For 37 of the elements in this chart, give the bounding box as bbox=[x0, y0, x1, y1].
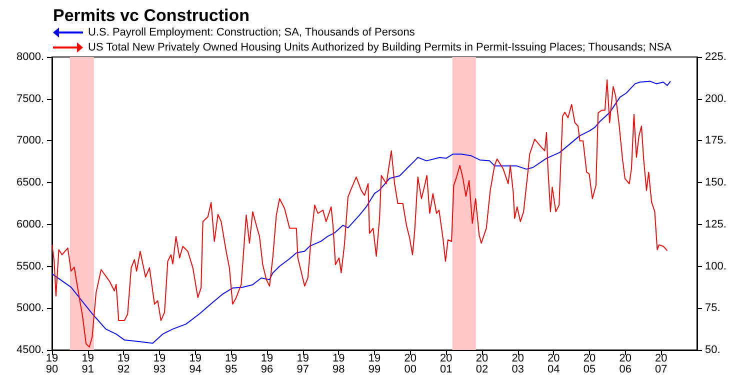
x-tick-label: 20 07 bbox=[655, 352, 668, 375]
x-tick-label: 19 95 bbox=[225, 352, 238, 375]
y2-tick-label: 225. bbox=[705, 51, 726, 63]
x-tick-label: 19 92 bbox=[118, 352, 130, 375]
x-tick-label: 19 99 bbox=[368, 352, 381, 375]
legend-label: US Total New Privately Owned Housing Units Authorized by Building Permits in Permit-Issuing Places; Thousands; NSA bbox=[88, 42, 672, 54]
y2-tick-label: 150. bbox=[705, 176, 726, 189]
x-tick-label: 20 01 bbox=[440, 352, 452, 375]
y-tick-label: 8000. bbox=[16, 51, 44, 63]
x-tick-label: 20 03 bbox=[512, 352, 524, 375]
y-tick-label: 7000. bbox=[16, 134, 44, 147]
y-tick-label: 6500. bbox=[16, 176, 44, 189]
y2-tick-label: 200. bbox=[705, 92, 726, 105]
x-tick-label: 20 05 bbox=[583, 352, 596, 375]
x-tick-label: 19 93 bbox=[153, 352, 166, 375]
x-tick-label: 20 02 bbox=[476, 352, 488, 375]
y-tick-label: 5500. bbox=[16, 260, 44, 272]
x-tick-label: 19 98 bbox=[332, 352, 345, 375]
y-tick-label: 7500. bbox=[16, 92, 44, 105]
x-tick-label: 19 90 bbox=[46, 352, 58, 375]
y2-tick-label: 125. bbox=[705, 218, 726, 230]
x-tick-label: 19 96 bbox=[260, 352, 274, 375]
x-tick-label: 20 06 bbox=[619, 352, 632, 375]
y-tick-label: 5000. bbox=[16, 302, 44, 314]
y2-tick-label: 50. bbox=[705, 344, 720, 356]
legend-label: U.S. Payroll Employment: Construction; SA, Thousands of Persons bbox=[88, 26, 416, 38]
y-tick-label: 4500. bbox=[16, 344, 44, 356]
y2-tick-label: 75. bbox=[705, 302, 720, 314]
chart-title: Permits vc Construction bbox=[53, 6, 250, 25]
x-tick-label: 20 00 bbox=[404, 352, 416, 375]
y2-tick-label: 175. bbox=[705, 134, 726, 147]
y2-tick-label: 100. bbox=[705, 260, 726, 272]
y-tick-label: 6000. bbox=[16, 218, 44, 230]
x-tick-label: 19 91 bbox=[82, 352, 94, 375]
x-tick-label: 19 94 bbox=[189, 352, 202, 375]
x-tick-label: 19 97 bbox=[296, 352, 309, 375]
x-tick-label: 20 04 bbox=[548, 352, 560, 375]
